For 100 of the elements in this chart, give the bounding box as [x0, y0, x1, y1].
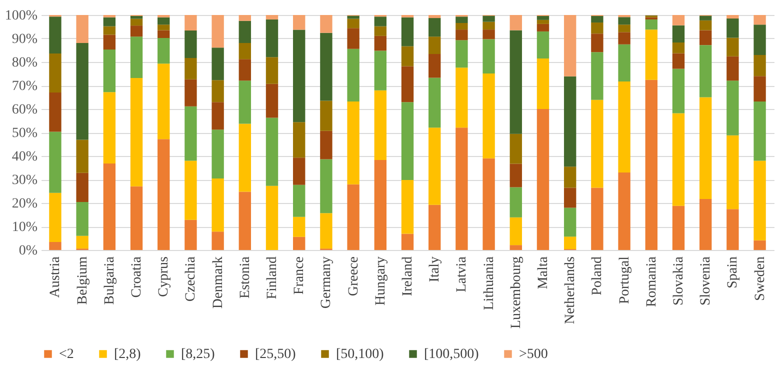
x-tick-label: Estonia	[238, 256, 253, 298]
bar	[293, 236, 306, 250]
bar	[510, 217, 522, 246]
bar	[374, 160, 386, 250]
bar	[726, 15, 739, 19]
y-tick-label: 0%	[18, 244, 38, 258]
bar	[618, 44, 630, 82]
bar	[428, 78, 441, 128]
bar	[726, 18, 739, 38]
bar	[130, 18, 143, 26]
bar	[428, 204, 441, 250]
bar	[618, 17, 630, 25]
bar	[591, 188, 604, 250]
bar	[158, 139, 170, 250]
bar	[374, 26, 386, 36]
bar	[564, 166, 576, 188]
legend-label: >500	[519, 347, 548, 362]
bar	[103, 50, 116, 92]
bar	[482, 16, 495, 22]
bar	[158, 30, 170, 38]
bar	[49, 192, 62, 242]
bar	[293, 216, 306, 237]
x-tick-label: Ireland	[400, 256, 416, 296]
bar	[510, 15, 522, 30]
x-tick-label: Romania	[644, 256, 660, 308]
bar	[699, 16, 712, 20]
bar	[672, 53, 685, 69]
bar	[212, 130, 224, 179]
x-tick-label: Hungary	[373, 256, 388, 306]
bar	[672, 25, 685, 42]
bar	[238, 80, 252, 124]
bar	[103, 164, 116, 250]
bar	[456, 30, 468, 40]
bar	[347, 16, 360, 19]
bar	[76, 140, 88, 173]
x-tick-label: Germany	[319, 256, 334, 309]
bar	[158, 38, 170, 64]
bar	[184, 79, 197, 106]
bar	[482, 74, 495, 158]
bar	[699, 199, 712, 250]
bar	[347, 18, 360, 28]
bar	[293, 184, 306, 217]
y-tick-label: 100%	[4, 8, 38, 24]
bar	[699, 20, 712, 30]
bar	[347, 101, 360, 184]
x-tick-label: Sweden	[752, 256, 768, 301]
x-tick-label: Croatia	[130, 256, 145, 298]
bar	[320, 213, 332, 249]
bar	[158, 17, 170, 25]
bar	[49, 242, 62, 250]
bar	[49, 92, 62, 132]
bar	[591, 22, 604, 34]
bar	[510, 245, 522, 250]
y-tick-label: 20%	[12, 196, 38, 212]
bar	[536, 20, 550, 24]
bar	[536, 16, 550, 20]
bar	[212, 102, 224, 130]
x-tick-label: Belgium	[75, 256, 90, 305]
x-tick-label: Netherlands	[563, 256, 578, 324]
bar	[726, 209, 739, 250]
y-tick-label: 40%	[12, 150, 38, 164]
bar	[754, 76, 766, 102]
bar	[401, 66, 414, 102]
bar	[320, 32, 332, 101]
bar	[130, 16, 143, 19]
bar	[347, 28, 360, 49]
bar	[482, 30, 495, 40]
bar	[401, 180, 414, 234]
bar	[347, 184, 360, 250]
bar	[374, 36, 386, 51]
bar	[212, 15, 224, 48]
bar	[103, 92, 116, 164]
bar	[428, 128, 441, 205]
bar	[672, 42, 685, 54]
x-tick-label: Czechia	[184, 256, 199, 302]
bar	[564, 76, 576, 167]
bar	[564, 15, 576, 76]
bar	[184, 30, 197, 58]
bar	[103, 34, 116, 50]
bar	[672, 15, 685, 26]
bar	[374, 16, 386, 26]
bar	[510, 164, 522, 188]
bar	[266, 118, 278, 186]
bar	[699, 30, 712, 46]
bar	[482, 158, 495, 250]
bar	[49, 54, 62, 93]
bar	[536, 58, 550, 109]
bar	[320, 130, 332, 160]
x-tick-label: Portugal	[617, 256, 632, 304]
y-tick-label: 60%	[12, 102, 38, 118]
bar	[428, 36, 441, 54]
bar	[456, 16, 468, 23]
bar	[699, 45, 712, 98]
y-tick-label: 90%	[12, 32, 38, 47]
bar	[754, 160, 766, 240]
bar	[672, 206, 685, 250]
bar	[456, 128, 468, 250]
bar	[374, 90, 386, 160]
y-tick-label: 30%	[12, 173, 38, 188]
bar	[293, 15, 306, 30]
